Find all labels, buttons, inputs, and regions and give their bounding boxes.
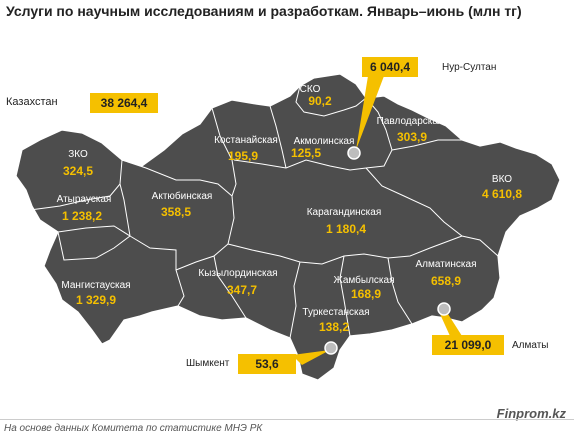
page-title: Услуги по научным исследованиям и разраб…	[6, 3, 522, 19]
region-value-mangystau: 1 329,9	[76, 293, 116, 307]
region-name-sko: СКО	[300, 84, 321, 95]
region-value-pavlodar: 303,9	[397, 130, 427, 144]
region-value-turkestan: 138,2	[319, 320, 349, 334]
marker-nur-sultan	[347, 146, 361, 160]
region-value-vko: 4 610,8	[482, 187, 522, 201]
city-value-nur-sultan: 6 040,4	[362, 57, 418, 77]
city-value-almaty: 21 099,0	[432, 335, 504, 355]
region-name-karaganda: Карагандинская	[307, 207, 382, 218]
city-name-shymkent: Шымкент	[186, 358, 230, 369]
region-name-pavlodar: Павлодарская	[377, 116, 444, 127]
city-markers	[292, 76, 462, 365]
pointer-almaty	[440, 314, 462, 336]
region-name-vko: ВКО	[492, 174, 512, 185]
region-value-kyzylorda: 347,7	[227, 283, 257, 297]
region-value-akmola: 125,5	[291, 146, 321, 160]
region-name-kostanay: Костанайская	[214, 135, 278, 146]
marker-shymkent	[324, 341, 338, 355]
region-value-almaty-obl: 658,9	[431, 274, 461, 288]
city-name-almaty: Алматы	[512, 340, 549, 351]
region-value-aktobe: 358,5	[161, 205, 191, 219]
total-value: 38 264,4	[90, 93, 158, 113]
total-label: Казахстан	[6, 96, 58, 108]
region-name-zhambyl: Жамбылская	[334, 274, 395, 286]
marker-almaty	[437, 302, 451, 316]
region-value-kostanay: 195,9	[228, 149, 258, 163]
city-name-nur-sultan: Нур-Султан	[442, 62, 497, 73]
region-value-zko: 324,5	[63, 164, 93, 178]
brand-logo: Finprom.kz	[496, 406, 566, 421]
city-value-shymkent: 53,6	[238, 354, 296, 374]
region-name-akmola: Акмолинская	[294, 136, 355, 147]
pointer-nur-sultan	[356, 76, 384, 150]
region-name-atyrau: Атырауская	[57, 194, 112, 205]
region-labels: СКО 90,2 Костанайская 195,9 Акмолинская …	[57, 84, 523, 334]
footer-divider	[0, 419, 574, 420]
region-name-kyzylorda: Кызылординская	[198, 268, 277, 279]
region-name-zko: ЗКО	[68, 149, 88, 160]
region-name-almaty-obl: Алматинская	[416, 259, 477, 270]
region-value-sko: 90,2	[308, 94, 332, 108]
region-value-atyrau: 1 238,2	[62, 209, 102, 223]
region-value-karaganda: 1 180,4	[326, 222, 366, 236]
pointer-shymkent	[292, 350, 330, 365]
region-name-aktobe: Актюбинская	[152, 190, 213, 202]
region-borders	[29, 85, 499, 339]
source-note: На основе данных Комитета по статистике …	[4, 423, 263, 434]
country-outline	[15, 73, 561, 381]
region-name-turkestan: Туркестанская	[302, 307, 369, 318]
region-value-zhambyl: 168,9	[351, 287, 381, 301]
region-name-mangystau: Мангистауская	[61, 280, 130, 291]
